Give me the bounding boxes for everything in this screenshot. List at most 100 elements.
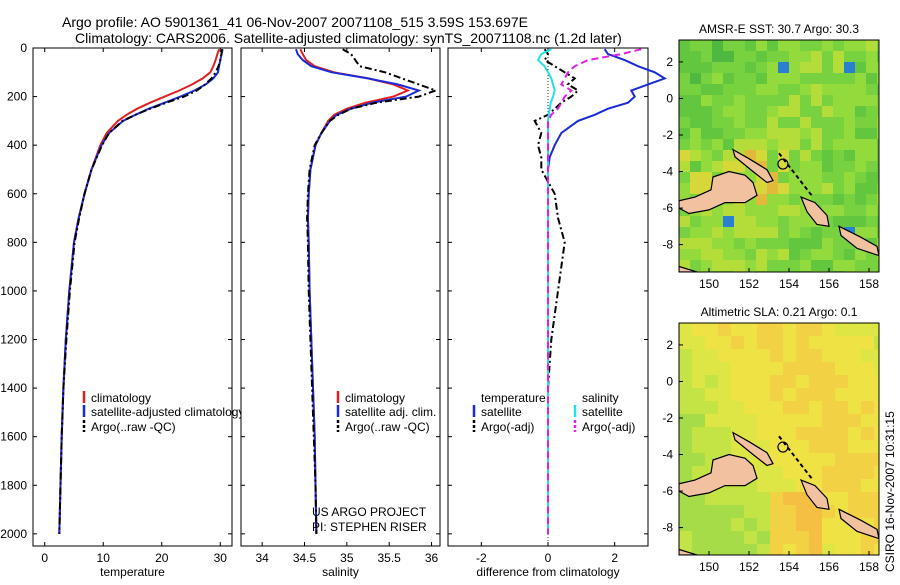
- map-cell: [844, 51, 856, 63]
- map-cell: [866, 73, 878, 85]
- map-cell: [835, 375, 849, 389]
- map-cell: [848, 531, 862, 545]
- map-cell: [800, 260, 812, 272]
- map-cell: [866, 150, 878, 162]
- temperature-frame: [32, 47, 233, 547]
- map-cell: [861, 349, 875, 363]
- map-cell: [877, 227, 879, 239]
- map-cell: [745, 172, 757, 184]
- map-cell: [866, 260, 878, 272]
- map-cell: [822, 128, 834, 140]
- map-cell: [718, 492, 732, 506]
- map-cell: [848, 349, 862, 363]
- map-cell: [822, 139, 834, 151]
- map-cell: [734, 139, 746, 151]
- map-cell: [778, 172, 790, 184]
- map-cell: [712, 161, 724, 173]
- map-cell: [811, 194, 823, 206]
- map-cell: [874, 414, 879, 428]
- map-cell: [679, 260, 691, 272]
- map-cell: [855, 139, 867, 151]
- map-cell: [861, 362, 875, 376]
- y-tick-label: 0: [666, 374, 673, 388]
- map-cell: [718, 323, 732, 337]
- legend-temp-satellite: satellite: [481, 405, 522, 419]
- map-cell: [770, 518, 784, 532]
- map-cell: [789, 238, 801, 250]
- map-cell: [835, 362, 849, 376]
- map-cell: [701, 84, 713, 96]
- legend-sal-satellite: satellite: [582, 405, 623, 419]
- map-cell: [701, 128, 713, 140]
- map-cell: [692, 323, 706, 337]
- map-cell: [731, 336, 745, 350]
- sla_map-title: Altimetric SLA: 0.21 Argo: 0.1: [701, 305, 858, 319]
- map-cell: [783, 375, 797, 389]
- map-cell: [690, 216, 702, 228]
- map-cell: [866, 51, 878, 63]
- map-cell: [745, 238, 757, 250]
- map-cell: [712, 40, 724, 52]
- map-cell: [723, 117, 735, 129]
- difference-series-1: [533, 48, 580, 534]
- map-cell: [844, 161, 856, 173]
- map-cell: [783, 453, 797, 467]
- map-cell: [712, 227, 724, 239]
- map-cell: [731, 544, 745, 555]
- map-cell: [679, 466, 693, 480]
- map-cell: [822, 336, 836, 350]
- y-tick-label: -4: [662, 448, 673, 462]
- map-cell: [705, 505, 719, 519]
- map-cell: [767, 238, 779, 250]
- map-cell: [701, 260, 713, 272]
- map-cell: [731, 388, 745, 402]
- map-cell: [692, 518, 706, 532]
- map-cell: [701, 51, 713, 63]
- map-cell: [690, 172, 702, 184]
- y-tick-label: 200: [7, 90, 27, 104]
- map-cell: [866, 183, 878, 195]
- land-mass: [679, 453, 758, 498]
- map-cell: [744, 505, 758, 519]
- map-cell: [800, 128, 812, 140]
- map-cell: [679, 440, 693, 454]
- map-cell: [679, 518, 693, 532]
- map-cell: [712, 95, 724, 107]
- map-cell: [789, 128, 801, 140]
- map-cell: [767, 249, 779, 261]
- map-cell: [679, 323, 693, 337]
- map-cell: [855, 84, 867, 96]
- map-cell: [757, 466, 771, 480]
- map-cell: [848, 492, 862, 506]
- map-cell: [690, 150, 702, 162]
- map-cell: [833, 172, 845, 184]
- map-cell: [835, 466, 849, 480]
- map-cell: [833, 205, 845, 217]
- x-tick-label: -2: [476, 551, 487, 565]
- map-cell: [800, 271, 812, 272]
- map-cell: [679, 271, 691, 272]
- map-cell: [874, 440, 879, 454]
- map-cell: [855, 205, 867, 217]
- map-cell: [756, 51, 768, 63]
- map-cell: [822, 440, 836, 454]
- land-mass: [838, 508, 879, 540]
- map-cell: [767, 62, 779, 74]
- map-cell: [767, 117, 779, 129]
- map-cell: [800, 216, 812, 228]
- map-cell: [679, 95, 691, 107]
- map-cell: [731, 414, 745, 428]
- map-cell: [874, 323, 879, 337]
- map-cell: [835, 453, 849, 467]
- map-cell: [778, 150, 790, 162]
- map-cell: [811, 128, 823, 140]
- map-cell: [874, 466, 879, 480]
- map-cell: [835, 479, 849, 493]
- map-cell: [712, 117, 724, 129]
- y-tick-label: 2: [666, 55, 673, 69]
- map-cell: [844, 95, 856, 107]
- map-cell: [822, 260, 834, 272]
- map-cell: [866, 205, 878, 217]
- map-cell: [767, 271, 779, 272]
